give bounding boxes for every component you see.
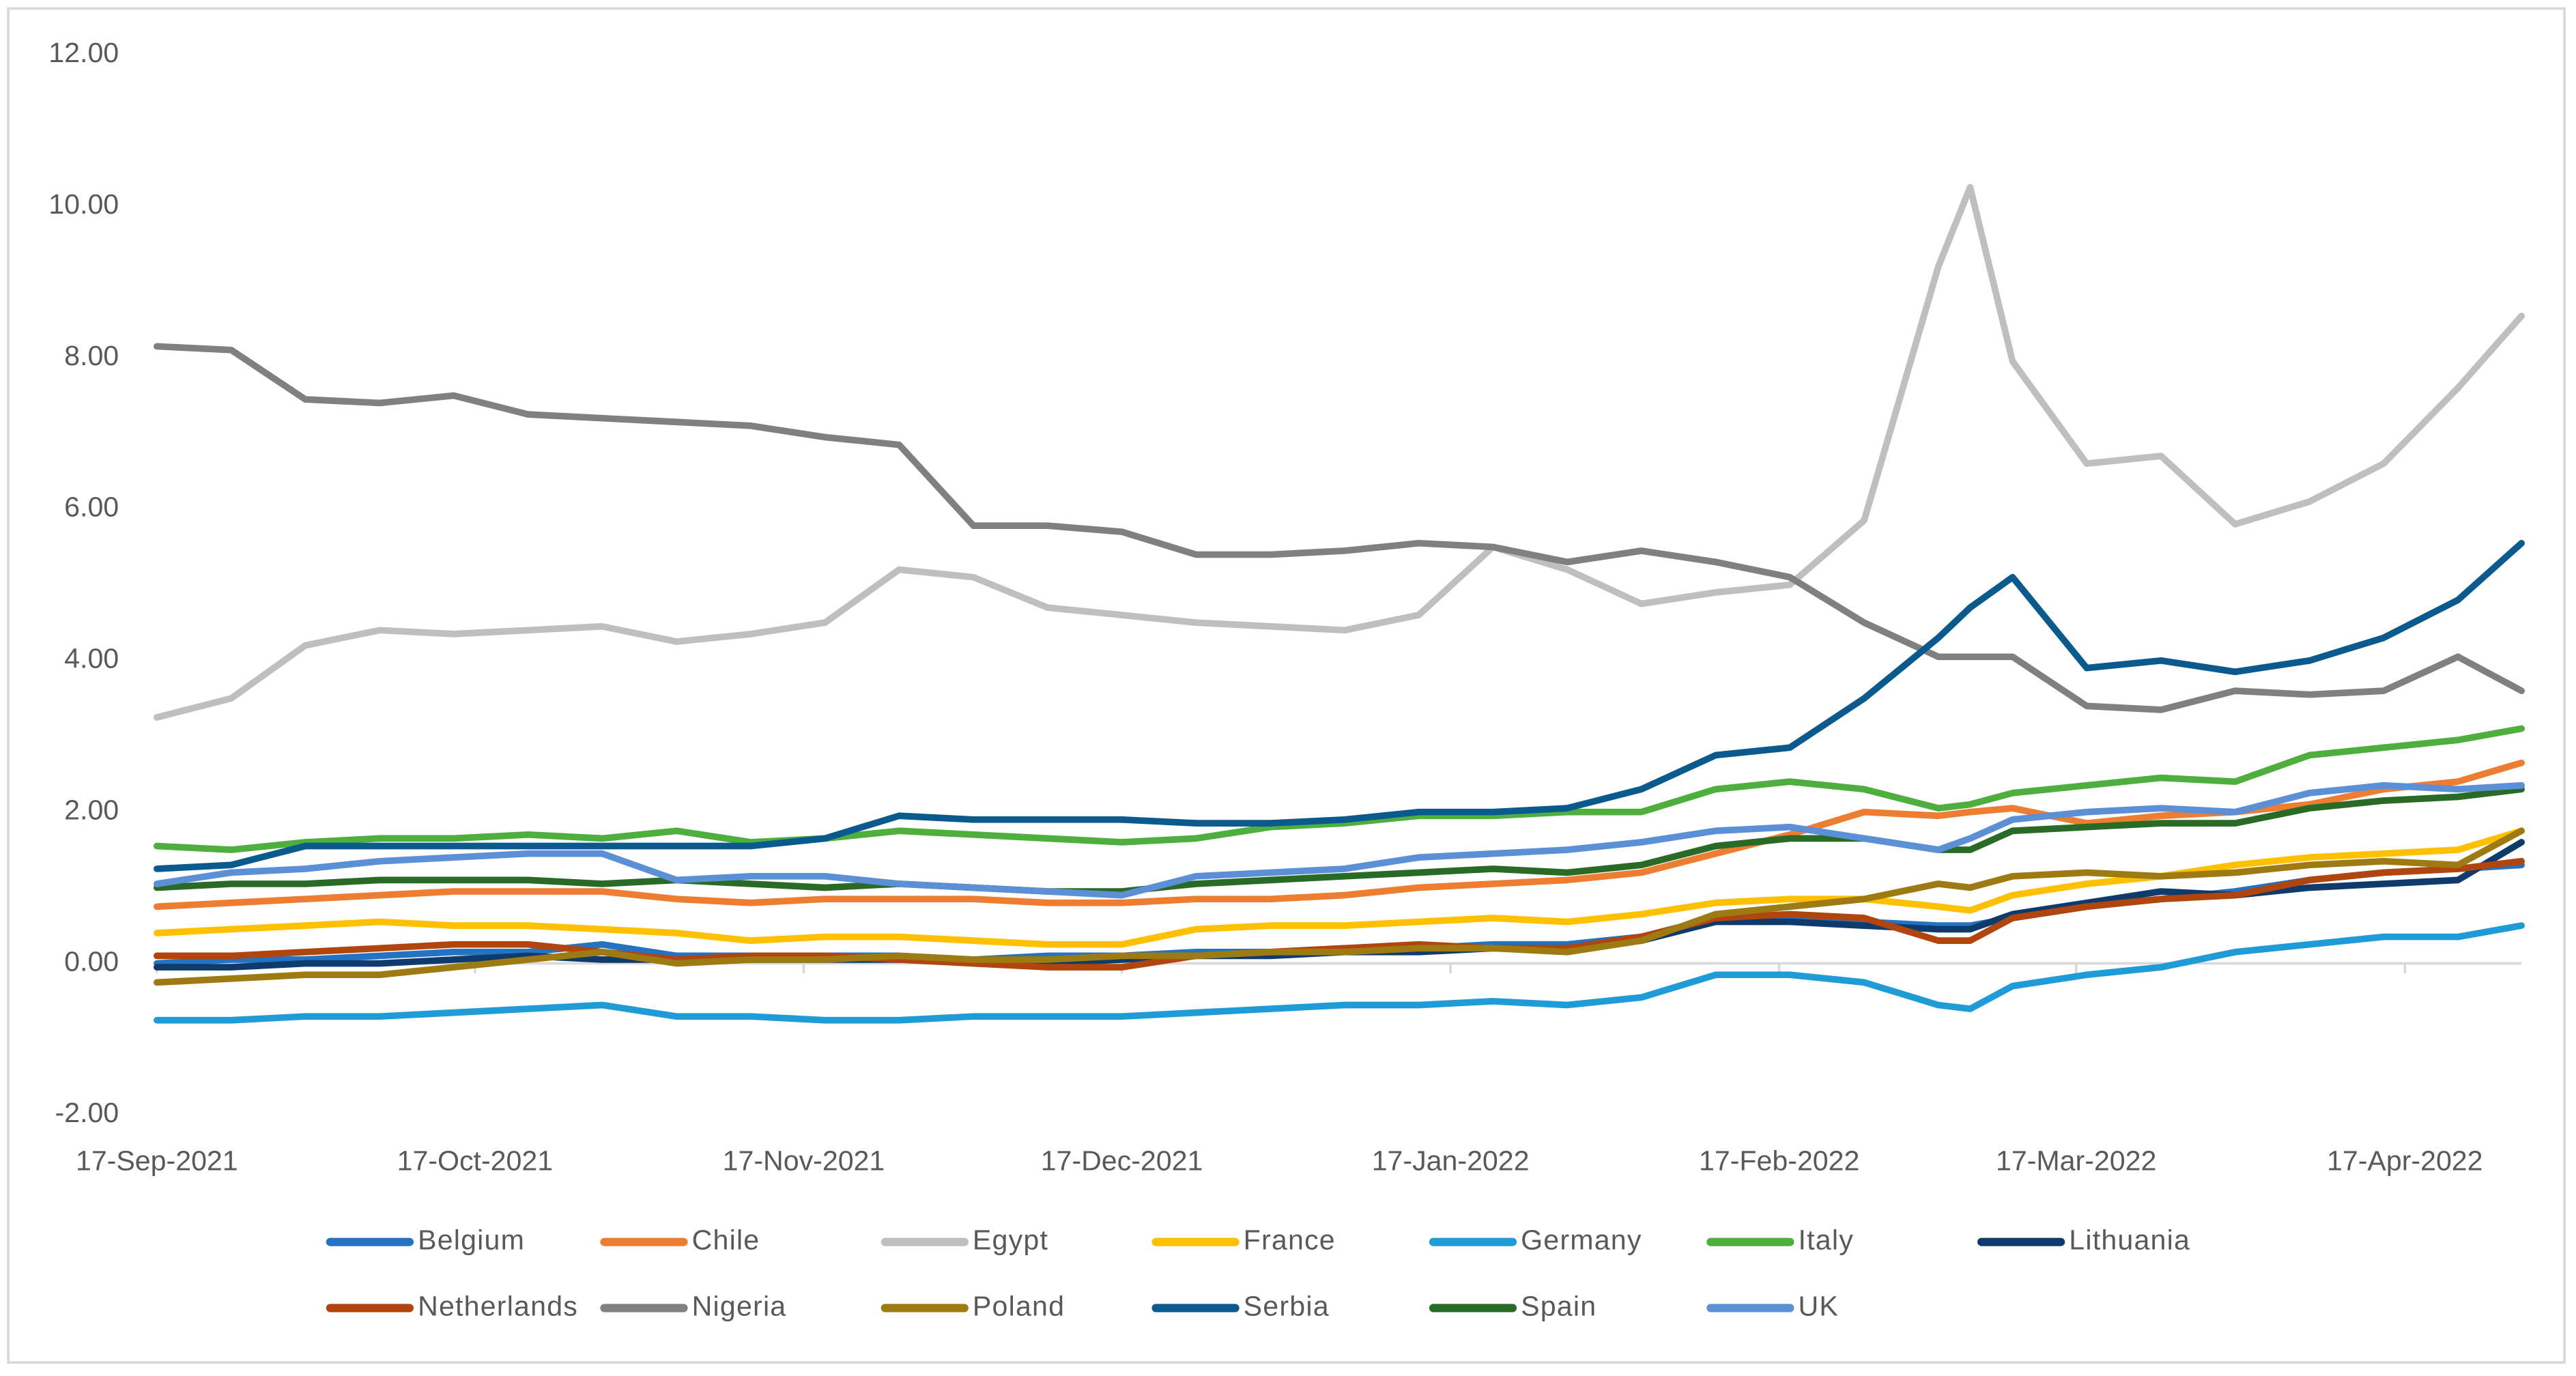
y-tick-label: 6.00 xyxy=(64,491,119,523)
legend-label: France xyxy=(1244,1224,1336,1256)
legend-label: UK xyxy=(1799,1290,1840,1321)
legend-label: Lithuania xyxy=(2069,1224,2190,1256)
y-tick-label: 8.00 xyxy=(64,340,119,371)
y-tick-label: 10.00 xyxy=(48,188,119,220)
line xyxy=(153,782,2525,899)
legend-label: Spain xyxy=(1521,1290,1597,1321)
line xyxy=(153,725,2525,853)
y-tick-label: -2.00 xyxy=(55,1097,119,1128)
x-tick-label: 17-Feb-2022 xyxy=(1699,1145,1859,1176)
x-tick-label: 17-Jan-2022 xyxy=(1372,1145,1530,1176)
line xyxy=(153,759,2525,911)
x-tick-label: 17-Oct-2021 xyxy=(397,1145,554,1176)
y-tick-label: 2.00 xyxy=(64,794,119,825)
line xyxy=(153,827,2525,948)
line xyxy=(153,827,2525,986)
line xyxy=(153,786,2525,895)
legend-label: Nigeria xyxy=(692,1290,787,1321)
legend-label: Poland xyxy=(973,1290,1065,1321)
line xyxy=(153,343,2525,713)
y-tick-label: 12.00 xyxy=(48,37,119,68)
y-tick-label: 4.00 xyxy=(64,643,119,674)
legend-label: Netherlands xyxy=(418,1290,578,1321)
x-tick-label: 17-Apr-2022 xyxy=(2327,1145,2483,1176)
line xyxy=(153,184,2525,721)
line xyxy=(153,857,2525,971)
y-tick-label: 0.00 xyxy=(64,945,119,977)
legend-label: Chile xyxy=(692,1224,760,1256)
legend-label: Serbia xyxy=(1244,1290,1330,1321)
chart-border xyxy=(7,7,2566,1364)
x-tick-label: 17-Dec-2021 xyxy=(1041,1145,1203,1176)
x-tick-label: 17-Mar-2022 xyxy=(1996,1145,2156,1176)
legend-label: Belgium xyxy=(418,1224,525,1256)
line xyxy=(153,922,2525,1024)
x-tick-label: 17-Sep-2021 xyxy=(76,1145,238,1176)
x-tick-label: 17-Nov-2021 xyxy=(723,1145,885,1176)
legend-label: Egypt xyxy=(973,1224,1048,1256)
legend-label: Germany xyxy=(1521,1224,1642,1256)
line xyxy=(153,539,2525,872)
legend-label: Italy xyxy=(1799,1224,1854,1256)
